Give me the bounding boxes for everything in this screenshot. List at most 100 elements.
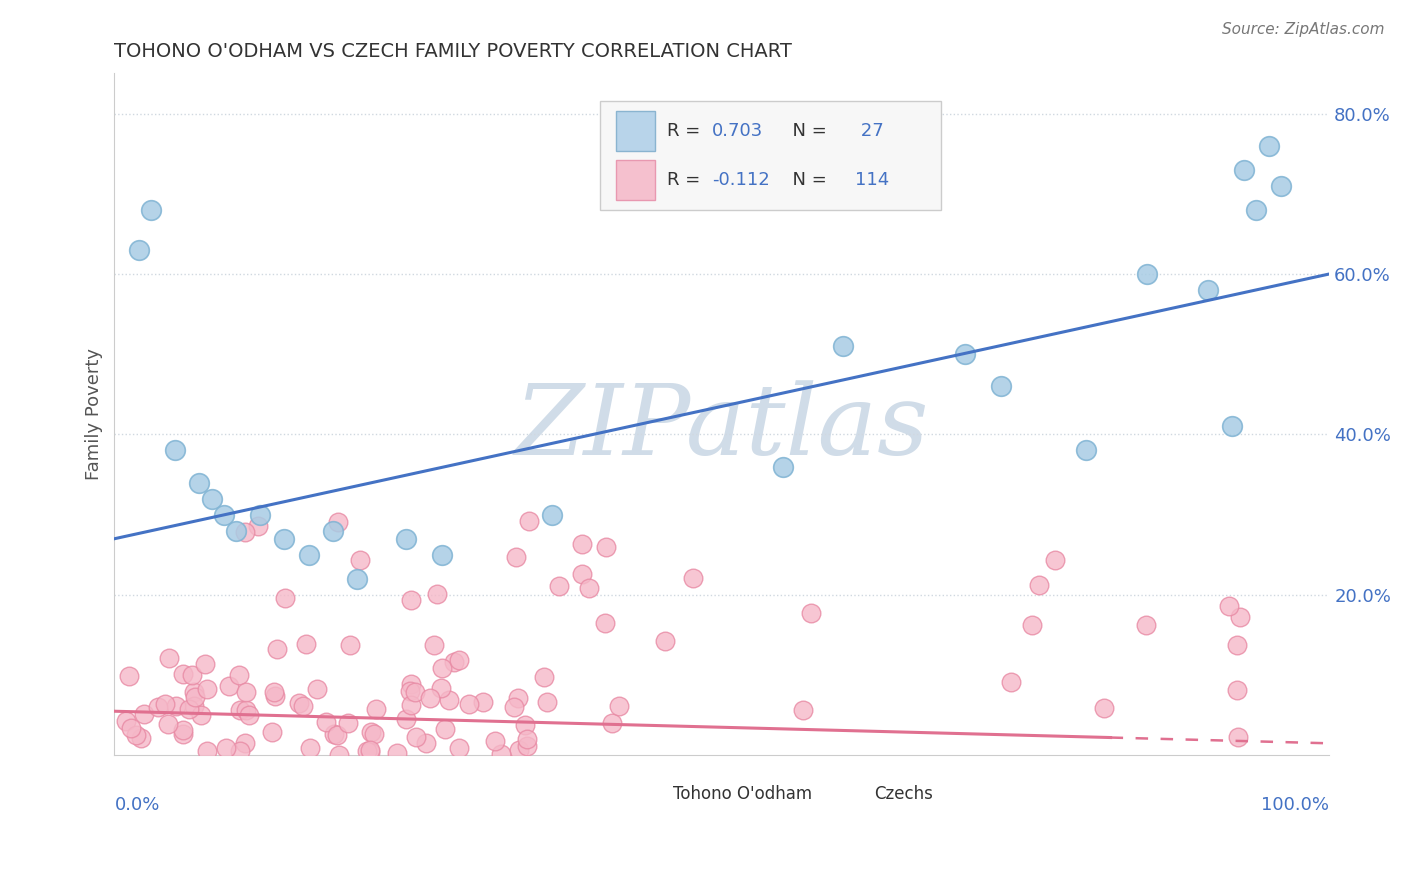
Point xyxy=(1226,683,1249,698)
Point xyxy=(1197,283,1219,297)
Point xyxy=(359,746,381,760)
Point xyxy=(218,680,240,694)
Point xyxy=(419,690,441,705)
Point xyxy=(114,714,136,728)
Point xyxy=(183,698,205,713)
Point xyxy=(404,685,426,699)
Point xyxy=(326,515,349,529)
Point xyxy=(295,637,318,651)
Point xyxy=(432,548,454,562)
Point xyxy=(328,747,350,762)
Point xyxy=(235,685,257,699)
Point xyxy=(157,651,180,665)
Point xyxy=(125,728,148,742)
Point xyxy=(1270,178,1292,193)
Point xyxy=(172,723,194,738)
Point xyxy=(235,736,257,750)
Point xyxy=(607,699,630,714)
Point xyxy=(437,693,460,707)
Point xyxy=(426,587,449,601)
Point xyxy=(274,591,297,605)
Point xyxy=(349,553,371,567)
Point xyxy=(595,541,617,555)
Point xyxy=(323,727,346,741)
Point xyxy=(360,725,382,739)
Point xyxy=(120,721,142,735)
Point xyxy=(540,508,562,522)
Point xyxy=(228,668,250,682)
Point xyxy=(1000,674,1022,689)
Point xyxy=(422,639,444,653)
Point xyxy=(571,566,593,581)
Text: N =: N = xyxy=(782,122,832,140)
Text: TOHONO O'ODHAM VS CZECH FAMILY POVERTY CORRELATION CHART: TOHONO O'ODHAM VS CZECH FAMILY POVERTY C… xyxy=(114,42,793,61)
FancyBboxPatch shape xyxy=(616,111,655,151)
Point xyxy=(654,634,676,648)
Text: 0.703: 0.703 xyxy=(711,122,763,140)
Point xyxy=(506,691,529,706)
Point xyxy=(266,641,288,656)
Point xyxy=(165,443,187,458)
Point xyxy=(118,669,141,683)
Point xyxy=(772,459,794,474)
Point xyxy=(229,703,252,717)
Point xyxy=(1076,443,1098,458)
Point xyxy=(405,731,427,745)
Point xyxy=(356,744,378,758)
Point xyxy=(513,718,536,732)
Point xyxy=(172,727,194,741)
Point xyxy=(139,202,162,217)
Point xyxy=(146,699,169,714)
Point xyxy=(273,532,295,546)
Point xyxy=(578,581,600,595)
Point xyxy=(443,655,465,669)
Text: N =: N = xyxy=(782,171,832,189)
Point xyxy=(315,714,337,729)
Point xyxy=(415,736,437,750)
Point xyxy=(364,701,387,715)
FancyBboxPatch shape xyxy=(835,780,866,808)
Point xyxy=(1229,609,1251,624)
Point xyxy=(399,698,422,712)
Point xyxy=(401,677,423,691)
Point xyxy=(457,697,479,711)
Point xyxy=(305,681,328,696)
Point xyxy=(359,743,381,757)
Point xyxy=(1136,267,1159,281)
Point xyxy=(600,716,623,731)
Point xyxy=(264,689,287,703)
Point xyxy=(433,722,456,736)
Point xyxy=(322,524,344,538)
Text: 0.0%: 0.0% xyxy=(114,797,160,814)
Point xyxy=(401,593,423,607)
Point xyxy=(1257,138,1279,153)
Point xyxy=(1092,700,1115,714)
Point xyxy=(536,695,558,709)
Point xyxy=(157,716,180,731)
Point xyxy=(288,696,311,710)
Point xyxy=(1135,618,1157,632)
Point xyxy=(195,743,218,757)
Point xyxy=(1045,553,1067,567)
Text: 114: 114 xyxy=(855,171,890,189)
Point xyxy=(131,731,153,745)
Point xyxy=(291,698,314,713)
Point xyxy=(188,475,211,490)
Point xyxy=(503,699,526,714)
Point xyxy=(155,697,177,711)
Point xyxy=(1226,638,1249,652)
Point xyxy=(249,508,271,522)
Point xyxy=(593,616,616,631)
Point xyxy=(190,708,212,723)
Point xyxy=(484,733,506,747)
Text: -0.112: -0.112 xyxy=(711,171,770,189)
Point xyxy=(177,701,200,715)
Point xyxy=(398,684,420,698)
Point xyxy=(508,742,530,756)
Point xyxy=(336,715,359,730)
Point xyxy=(128,243,150,257)
Point xyxy=(229,743,252,757)
Point xyxy=(181,668,204,682)
Point xyxy=(1227,730,1250,744)
Point xyxy=(1233,162,1256,177)
